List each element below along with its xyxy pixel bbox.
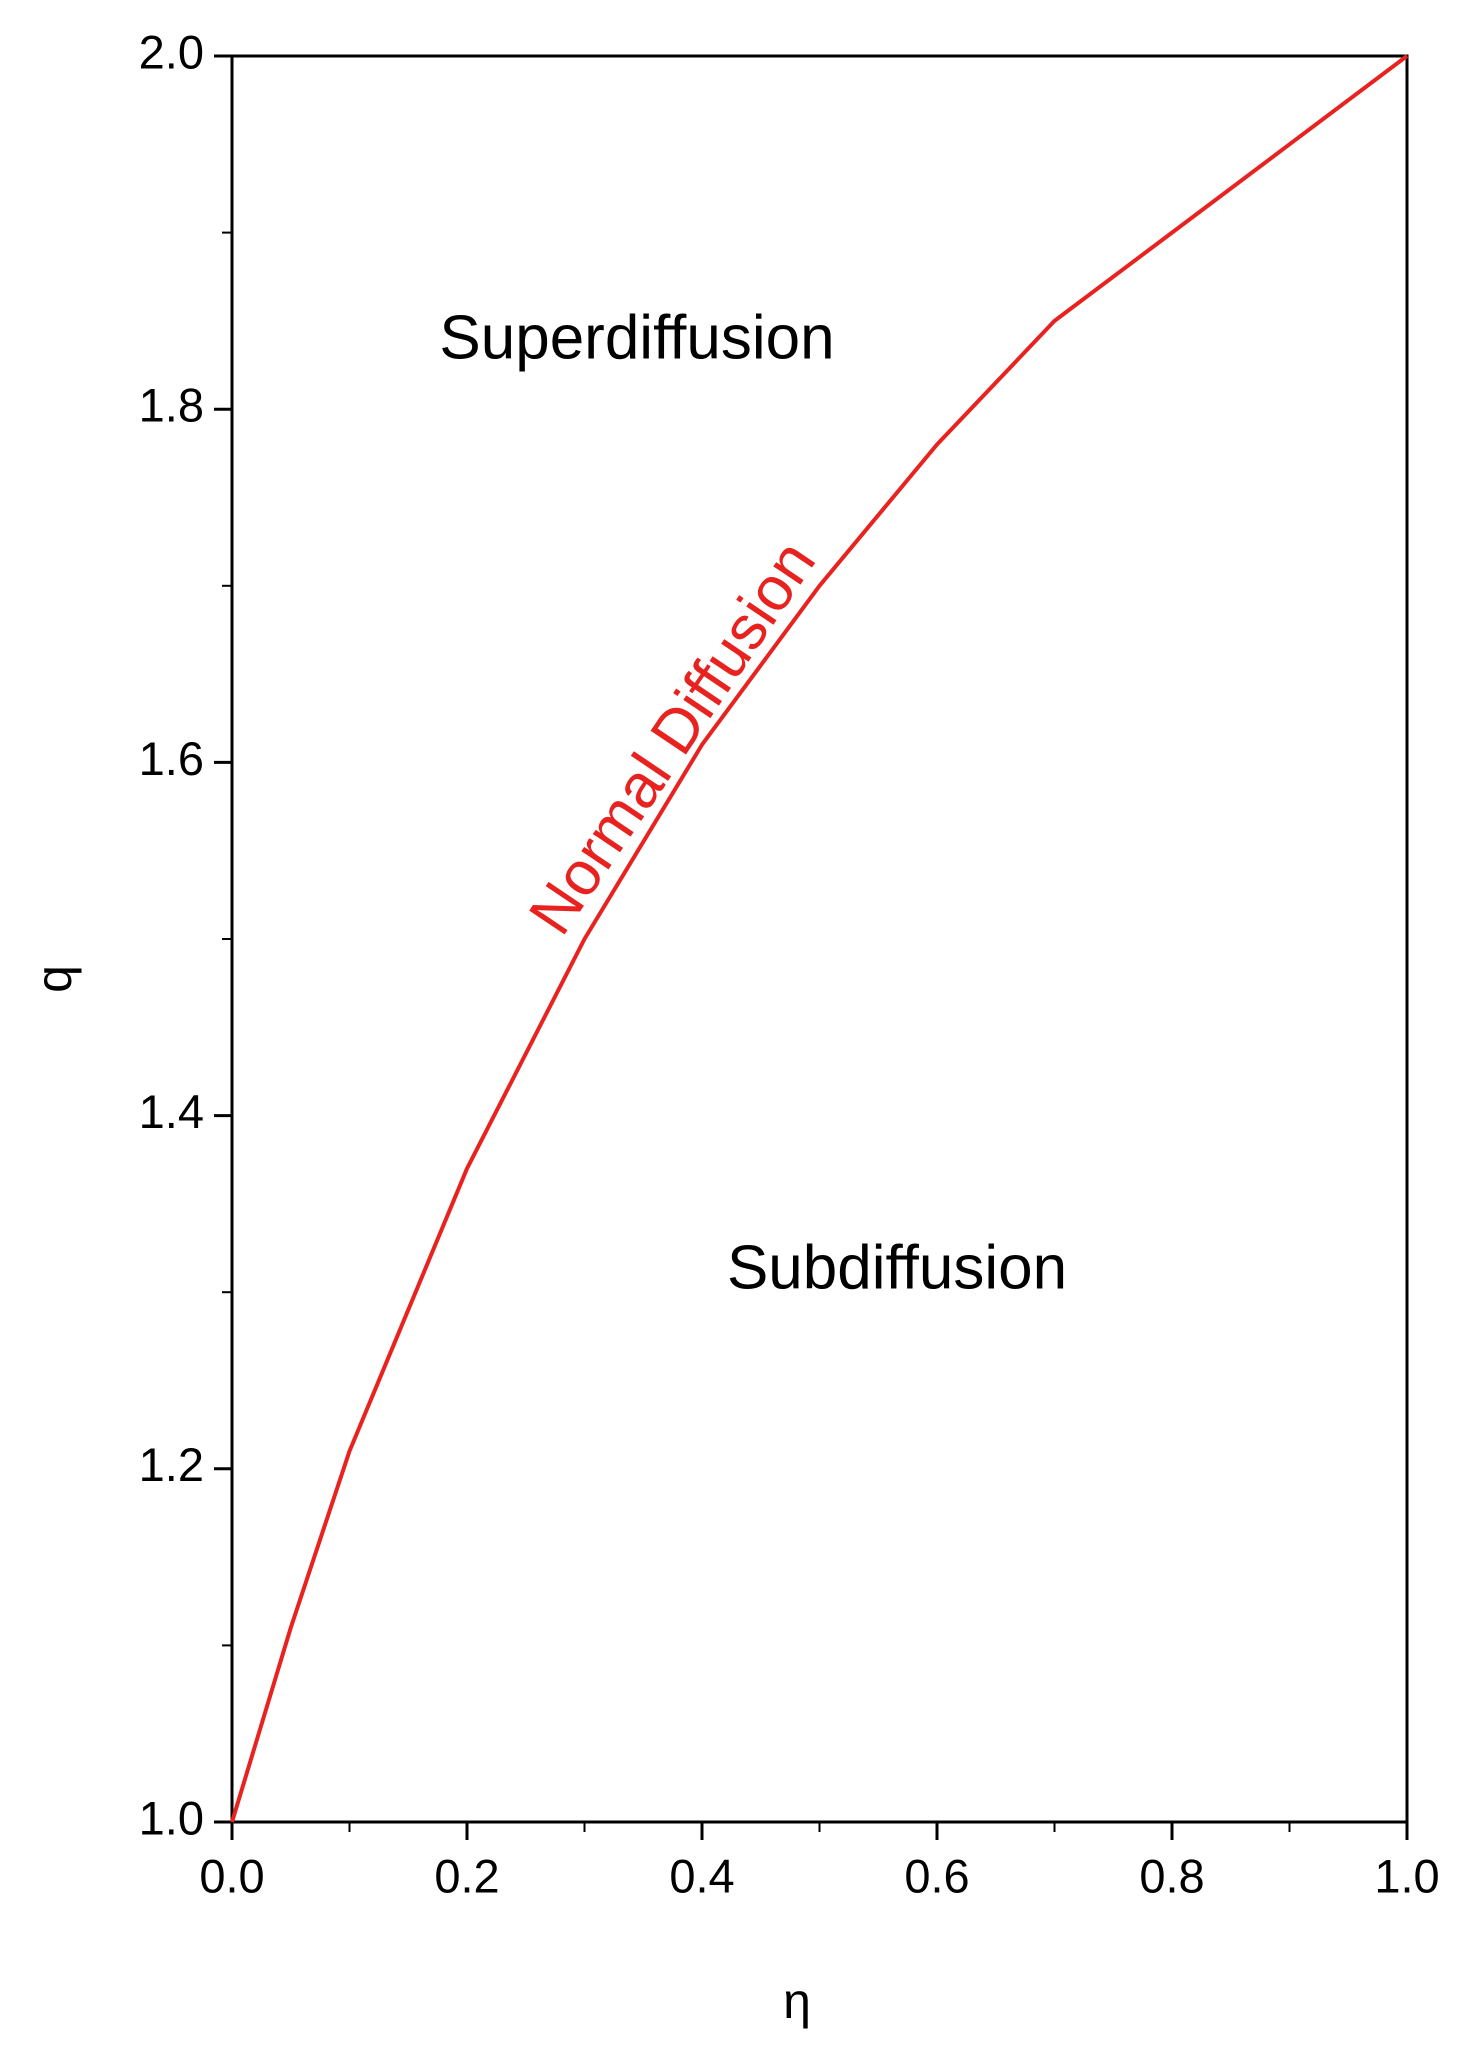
annotation: Subdiffusion bbox=[727, 1233, 1067, 1302]
y-axis-label: q bbox=[26, 965, 82, 993]
x-tick-label: 0.6 bbox=[904, 1849, 969, 1902]
y-tick-label: 1.4 bbox=[139, 1085, 204, 1138]
y-tick-label: 1.0 bbox=[139, 1791, 204, 1844]
y-tick-label: 1.8 bbox=[139, 379, 204, 432]
curve bbox=[230, 54, 1409, 1823]
x-tick-label: 0.4 bbox=[669, 1849, 734, 1902]
x-tick-label: 0.2 bbox=[434, 1849, 499, 1902]
series-label: Normal Diffusion bbox=[516, 529, 829, 947]
x-tick-label: 1.0 bbox=[1374, 1849, 1439, 1902]
y-tick-label: 1.2 bbox=[139, 1438, 204, 1491]
x-tick-label: 0.0 bbox=[199, 1849, 264, 1902]
x-tick-label: 0.8 bbox=[1139, 1849, 1204, 1902]
y-tick-label: 2.0 bbox=[139, 25, 204, 78]
annotation: Superdiffusion bbox=[439, 303, 834, 372]
y-tick-label: 1.6 bbox=[139, 732, 204, 785]
x-axis-label: η bbox=[783, 1973, 811, 2029]
